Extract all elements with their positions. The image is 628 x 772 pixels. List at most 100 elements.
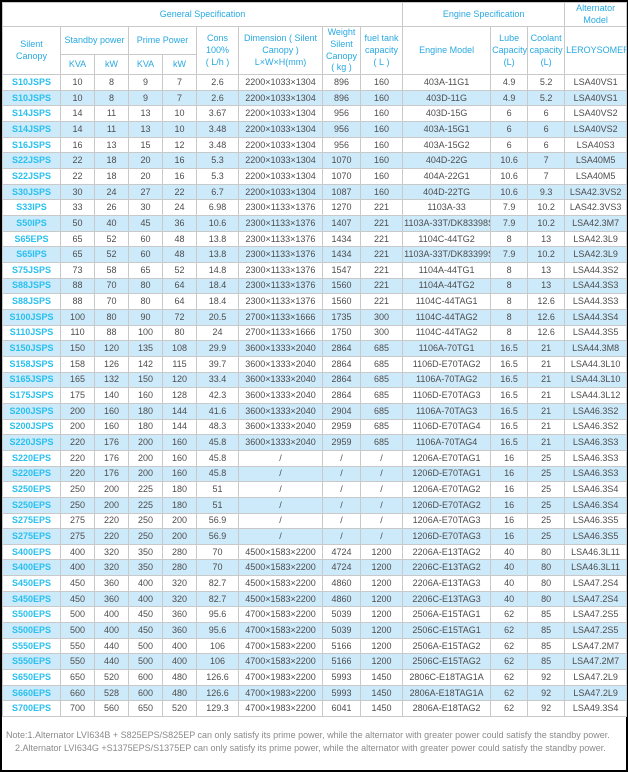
table-row: S660EPS 660 528 600 480 126.6 4700×1983×2200 59… [2,684,628,702]
value-cell: 250 [128,528,163,545]
value-cell: 440 [94,637,129,655]
value-cell: 72 [162,308,197,326]
value-cell: 7 [162,89,197,107]
table-row: S150JSPS 150 120 135 108 29.9 3600×1333×2040 28… [2,340,628,357]
value-cell: 2300×1133×1376 [238,277,323,295]
value-cell: 16.5 [490,371,529,389]
value-cell: 115 [162,355,197,373]
value-cell: 500 [128,653,163,671]
value-cell: 15 [128,136,163,154]
value-cell: 40 [490,575,529,592]
model-cell: S175JSPS [2,387,61,404]
value-cell: 1200 [359,622,404,639]
table-row: S10JSPS 10 8 9 7 2.6 2200×1033×1304 896 160 403D-… [2,89,628,107]
value-cell: 25 [527,496,566,514]
value-cell: 80 [527,559,566,577]
value-cell: / [322,481,361,498]
value-cell: 3600×1333×2040 [238,355,323,373]
table-row: S700EPS 700 560 650 520 129.3 4700×1983×2200 60… [2,700,628,718]
value-cell: LSA42.3L9 [564,230,628,248]
value-cell: LSA44.3L12 [564,387,628,404]
value-cell: 403A-11G1 [402,74,492,91]
table-row: S220JSPS 220 176 200 160 45.8 3600×1333×2040 29… [2,434,628,451]
value-cell: 62 [490,669,529,686]
value-cell: 52 [162,262,197,279]
value-cell: 956 [322,136,361,154]
value-cell: 1450 [359,700,404,718]
model-cell: S500EPS [2,622,61,639]
value-cell: 18 [94,152,129,170]
value-cell: 250 [60,481,95,498]
value-cell: 8 [490,308,529,326]
value-cell: 25 [527,481,566,498]
value-cell: 2506C-E15TAG2 [402,653,492,671]
value-cell: 160 [94,402,129,420]
value-cell: 220 [94,528,129,545]
value-cell: 7 [162,74,197,91]
model-cell: S550EPS [2,637,61,655]
value-cell: 2206C-E13TAG2 [402,559,492,577]
value-cell: 528 [94,684,129,702]
value-cell: LSA40VS1 [564,89,628,107]
value-cell: 22 [60,152,95,170]
value-cell: 85 [527,606,566,624]
value-cell: 180 [128,418,163,436]
value-cell: 64 [162,277,197,295]
value-cell: 1560 [322,293,361,310]
value-cell: 2700×1133×1666 [238,324,323,342]
model-cell: S22JSPS [2,168,61,185]
value-cell: LSA49.3S4 [564,700,628,718]
value-cell: 6.98 [196,199,239,217]
table-row: S165JSPS 165 132 150 120 33.4 3600×1333×2040 28… [2,371,628,389]
value-cell: / [359,449,404,467]
value-cell: 500 [60,606,95,624]
value-cell: 160 [359,152,404,170]
value-cell: 956 [322,105,361,123]
value-cell: 1104C-44TAG2 [402,324,492,342]
value-cell: 95.6 [196,622,239,639]
value-cell: 175 [60,387,95,404]
value-cell: 2864 [322,371,361,389]
value-cell: 106 [196,637,239,655]
section-engine-specification: Engine Specification [402,1,566,28]
value-cell: 45.8 [196,449,239,467]
value-cell: 160 [359,168,404,185]
value-cell: 1087 [322,183,361,201]
model-cell: S158JSPS [2,355,61,373]
value-cell: 21 [527,402,566,420]
model-cell: S50IPS [2,215,61,232]
value-cell: 6 [490,105,529,123]
table-row: S88JSPS 88 70 80 64 18.4 2300×1133×1376 1560 221… [2,277,628,295]
value-cell: 280 [162,559,197,577]
model-cell: S14JSPS [2,105,61,123]
table-row: S65EPS 65 52 60 48 13.8 2300×1133×1376 1434 221 1… [2,230,628,248]
value-cell: 1200 [359,559,404,577]
value-cell: 158 [60,355,95,373]
note-line-1: Note:1.Alternator LVI634B + S825EPS/S825… [6,730,610,741]
model-cell: S22JSPS [2,152,61,170]
value-cell: 320 [162,590,197,608]
value-cell: LSA46.3S3 [564,465,628,483]
value-cell: 13 [527,230,566,248]
model-cell: S500EPS [2,606,61,624]
table-row: S400EPS 400 320 350 280 70 4500×1583×2200 4724 1… [2,543,628,561]
value-cell: 40 [490,590,529,608]
value-cell: 225 [128,496,163,514]
value-cell: 36 [162,215,197,232]
value-cell: LSA44.3S3 [564,293,628,310]
value-cell: 62 [490,637,529,655]
value-cell: 1270 [322,199,361,217]
value-cell: 1750 [322,324,361,342]
value-cell: 80 [128,293,163,310]
value-cell: 62 [490,700,529,718]
value-cell: 6 [527,136,566,154]
value-cell: 8 [94,74,129,91]
value-cell: LSA47.2S4 [564,575,628,592]
value-cell: 10 [162,121,197,138]
col-header-fuel-tank: fuel tank capacity ( L ) [359,26,404,76]
value-cell: 221 [359,215,404,232]
model-cell: S220EPS [2,465,61,483]
value-cell: 14 [60,121,95,138]
value-cell: 5993 [322,669,361,686]
